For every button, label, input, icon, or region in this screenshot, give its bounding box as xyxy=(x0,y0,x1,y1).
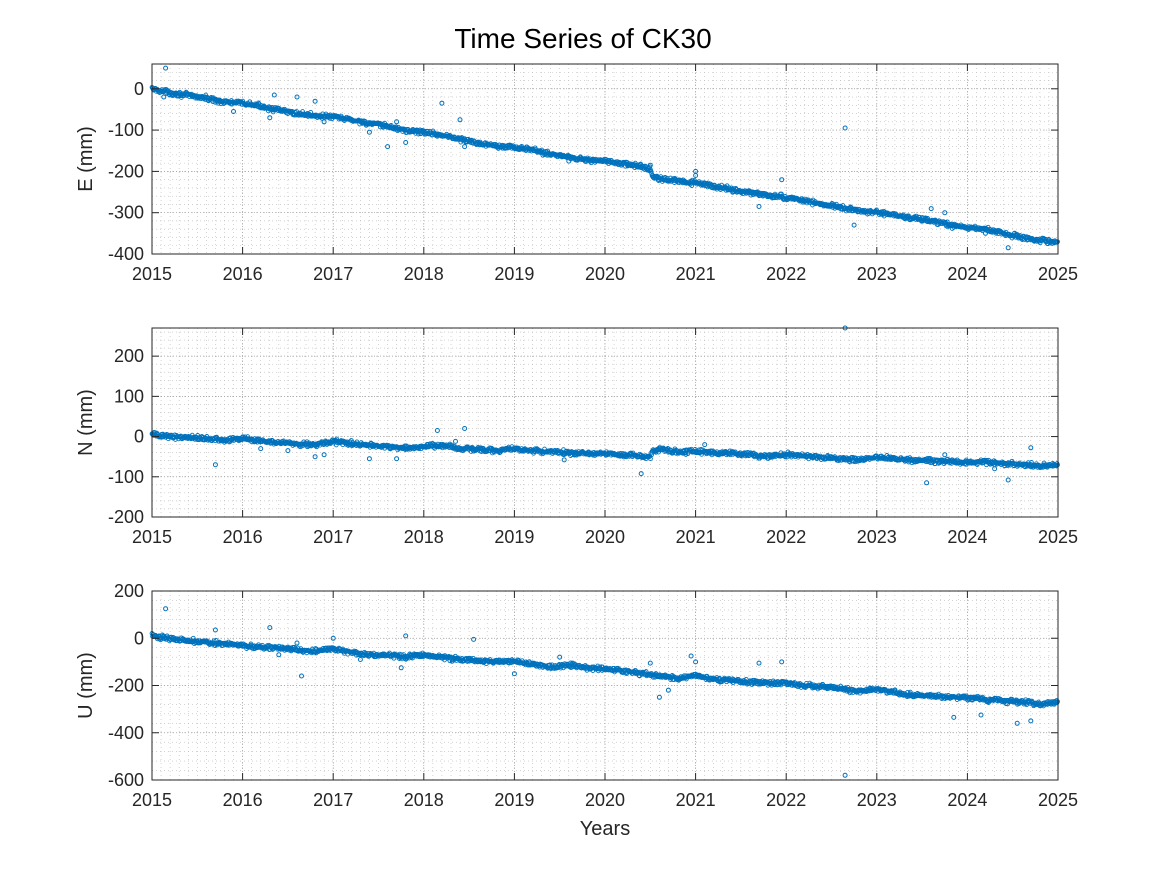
outlier-point xyxy=(231,109,236,114)
x-tick-label: 2025 xyxy=(1038,264,1078,284)
x-tick-label: 2023 xyxy=(857,264,897,284)
outlier-point xyxy=(1005,245,1011,251)
y-axis: -400 -300 -200 -100 0 xyxy=(108,79,1058,264)
x-tick-label: 2024 xyxy=(947,264,987,284)
outlier-point xyxy=(842,125,848,131)
y-tick-label: 0 xyxy=(134,427,144,447)
outlier-point xyxy=(312,98,318,104)
y-tick-label: -100 xyxy=(108,120,144,140)
outlier-point xyxy=(394,119,400,125)
x-tick-label: 2023 xyxy=(857,527,897,547)
x-tick-label: 2017 xyxy=(313,527,353,547)
outlier-point xyxy=(403,140,409,145)
x-tick-label: 2021 xyxy=(676,527,716,547)
y-tick-label: -400 xyxy=(108,244,144,264)
x-tick-label: 2016 xyxy=(223,527,263,547)
outlier-point xyxy=(457,117,463,123)
y-tick-label: -200 xyxy=(108,161,144,181)
outlier-point xyxy=(366,129,372,135)
y-tick-label: -200 xyxy=(108,507,144,527)
data-point xyxy=(944,219,950,225)
data-point xyxy=(923,215,928,221)
y-tick-label: -100 xyxy=(108,467,144,487)
outlier-point xyxy=(321,119,327,125)
data-point xyxy=(333,442,339,448)
y-tick-label: -300 xyxy=(108,203,144,223)
outlier-point xyxy=(756,204,762,209)
outlier-point xyxy=(385,144,391,150)
data-series xyxy=(149,325,1060,486)
data-point xyxy=(416,131,421,137)
x-tick-label: 2015 xyxy=(132,264,172,284)
data-point xyxy=(681,447,687,453)
outlier-point xyxy=(161,94,167,100)
outlier-point xyxy=(779,177,785,183)
subplot-2: 2015 2016 2017 2018 2019 2020 2021 2022 2023 2024… xyxy=(75,325,1078,547)
x-tick-label: 2015 xyxy=(132,527,172,547)
outlier-point xyxy=(566,158,572,164)
outlier-point xyxy=(942,210,948,216)
x-tick-label: 2016 xyxy=(223,264,263,284)
x-tick-label: 2019 xyxy=(494,264,534,284)
outlier-point xyxy=(693,173,699,178)
x-tick-label: 2018 xyxy=(404,527,444,547)
x-tick-label: 2019 xyxy=(494,527,534,547)
x-tick-label: 2024 xyxy=(947,527,987,547)
outlier-point xyxy=(163,65,169,71)
y-tick-label: 200 xyxy=(114,346,144,366)
outlier-point xyxy=(439,100,445,106)
x-tick-label: 2020 xyxy=(585,527,625,547)
outlier-point xyxy=(983,230,988,236)
outlier-point xyxy=(462,144,468,150)
x-tick-label: 2025 xyxy=(1038,527,1078,547)
x-tick-label: 2022 xyxy=(766,527,806,547)
x-tick-label: 2020 xyxy=(585,264,625,284)
subplot-stack: 2015 2016 2017 2018 2019 2020 2021 2022 2023 2024… xyxy=(75,63,1078,810)
outlier-point xyxy=(267,115,273,121)
y-axis-label: N (mm) xyxy=(75,389,97,456)
x-tick-label: 2018 xyxy=(404,264,444,284)
x-axis: 2015 2016 2017 2018 2019 2020 2021 2022 2023 2024… xyxy=(132,64,1078,284)
outlier-point xyxy=(647,162,653,168)
data-point xyxy=(648,168,654,174)
outlier-point xyxy=(294,94,300,100)
data-series xyxy=(149,65,1060,251)
y-axis-label: E (mm) xyxy=(75,126,97,192)
outlier-point xyxy=(851,222,857,228)
x-tick-label: 2022 xyxy=(766,264,806,284)
x-tick-label: 2021 xyxy=(676,264,716,284)
outlier-point xyxy=(928,206,934,212)
x-tick-label: 2017 xyxy=(313,264,353,284)
subplot-1: 2015 2016 2017 2018 2019 2020 2021 2022 2023 2024… xyxy=(75,63,1078,284)
y-tick-label: 100 xyxy=(114,386,144,406)
y-tick-label: 0 xyxy=(134,79,144,99)
outlier-point xyxy=(271,92,277,98)
figure-title: Time Series of CK30 xyxy=(454,23,711,54)
